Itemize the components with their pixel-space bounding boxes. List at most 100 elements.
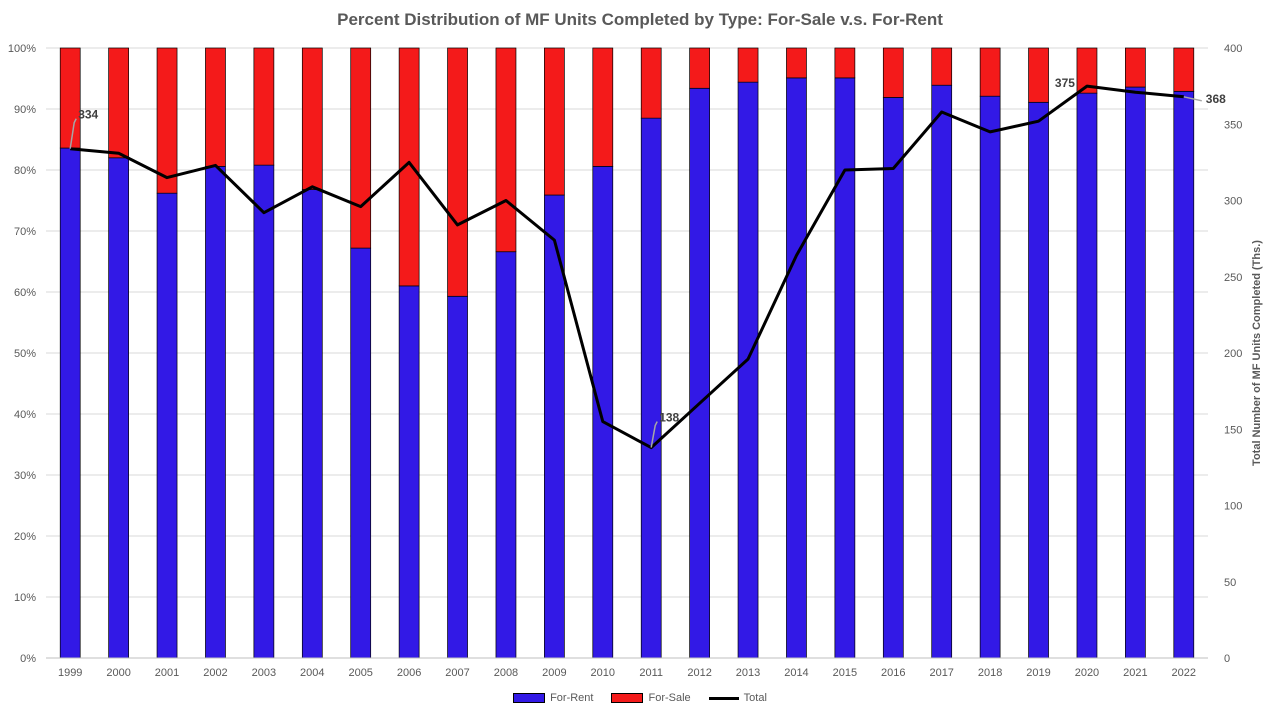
y2-tick-label: 350 [1224,119,1242,131]
bar-for-sale [108,47,129,159]
x-tick-label: 2000 [106,667,130,679]
bar-for-rent [350,247,372,659]
legend: For-Rent For-Sale Total [0,692,1280,704]
x-tick-label: 2005 [348,667,372,679]
legend-item-total: Total [708,692,767,704]
bar-for-sale [301,47,323,190]
bar-for-rent [640,117,662,659]
y2-tick-label: 300 [1224,196,1242,208]
x-tick-label: 2012 [687,667,711,679]
bar-for-sale [737,47,759,83]
x-tick-label: 2014 [784,667,808,679]
x-tick-label: 2010 [591,667,615,679]
y-tick-label: 90% [14,104,36,116]
legend-item-for-rent: For-Rent [513,692,593,704]
bar-for-rent [495,251,517,659]
bar-for-sale [1173,47,1195,92]
data-label-total: 138 [659,411,679,425]
data-label-leader [650,421,658,448]
legend-label-for-sale: For-Sale [648,692,691,704]
y-tick-label: 40% [14,409,36,421]
legend-swatch-for-rent [513,693,546,703]
bar-for-sale [979,47,1001,97]
x-tick-label: 2022 [1172,667,1196,679]
x-tick-label: 2007 [445,667,469,679]
bar-for-rent [1173,90,1195,659]
legend-item-for-sale: For-Sale [611,692,691,704]
y-tick-label: 50% [14,348,36,360]
y2-tick-label: 150 [1224,424,1242,436]
bar-for-rent [1125,86,1146,659]
x-tick-label: 2002 [203,667,227,679]
y2-tick-label: 250 [1224,272,1242,284]
data-label-leader [69,118,77,149]
bar-for-sale [59,47,81,149]
data-label-total: 334 [78,108,98,122]
bar-for-rent [301,189,323,659]
bar-for-sale [882,47,904,98]
bar-for-sale [350,47,372,249]
bar-for-rent [59,147,81,659]
x-tick-label: 2015 [833,667,857,679]
x-tick-label: 2017 [929,667,953,679]
bar-for-rent [931,84,953,659]
y2-axis-label: Total Number of MF Units Completed (Ths.… [1251,240,1263,466]
bar-for-sale [447,47,468,297]
y-tick-label: 80% [14,165,36,177]
legend-label-total: Total [743,692,767,704]
y2-tick-label: 0 [1224,653,1230,665]
bar-for-rent [979,95,1001,659]
bar-for-rent [108,157,129,659]
chart-title: Percent Distribution of MF Units Complet… [337,10,943,29]
bar-for-rent [253,164,275,659]
bar-for-sale [1076,47,1098,94]
legend-swatch-for-sale [611,693,644,703]
y2-tick-label: 200 [1224,348,1242,360]
y2-tick-label: 50 [1224,577,1236,589]
x-tick-label: 2021 [1123,667,1147,679]
bar-for-rent [689,87,710,659]
x-tick-label: 2004 [300,667,324,679]
bar-for-rent [1028,101,1049,659]
bar-for-sale [592,47,614,167]
bar-for-sale [640,47,662,119]
legend-swatch-total [708,696,739,700]
bar-for-rent [398,285,420,659]
bar-for-sale [1028,47,1049,103]
bar-for-rent [1076,92,1098,659]
bar-for-sale [156,47,178,194]
y2-tick-label: 100 [1224,501,1242,513]
y-tick-label: 30% [14,470,36,482]
x-tick-label: 2006 [397,667,421,679]
x-tick-label: 2011 [639,667,663,679]
x-tick-label: 2008 [494,667,518,679]
bar-for-sale [544,47,565,196]
bar-for-rent [834,77,856,659]
bar-for-sale [786,47,807,79]
x-tick-label: 2018 [978,667,1002,679]
y2-tick-label: 400 [1224,43,1242,55]
data-label-leader [1183,96,1202,102]
bar-for-rent [205,165,226,659]
x-tick-label: 2013 [736,667,760,679]
bar-for-sale [931,47,953,86]
y-tick-label: 60% [14,287,36,299]
x-tick-label: 2016 [881,667,905,679]
bar-for-sale [398,47,420,287]
legend-label-for-rent: For-Rent [550,692,594,704]
bar-for-sale [1125,47,1146,88]
data-label-total: 375 [1055,76,1075,90]
x-tick-label: 1999 [58,667,82,679]
line-total [70,84,1184,450]
bar-for-rent [447,295,468,659]
bar-for-rent [882,97,904,659]
y-tick-label: 0% [20,653,36,665]
bar-for-rent [737,81,759,659]
x-tick-label: 2009 [542,667,566,679]
bar-for-sale [834,47,856,79]
bar-for-rent [786,77,807,659]
x-tick-label: 2003 [252,667,276,679]
y-tick-label: 20% [14,531,36,543]
